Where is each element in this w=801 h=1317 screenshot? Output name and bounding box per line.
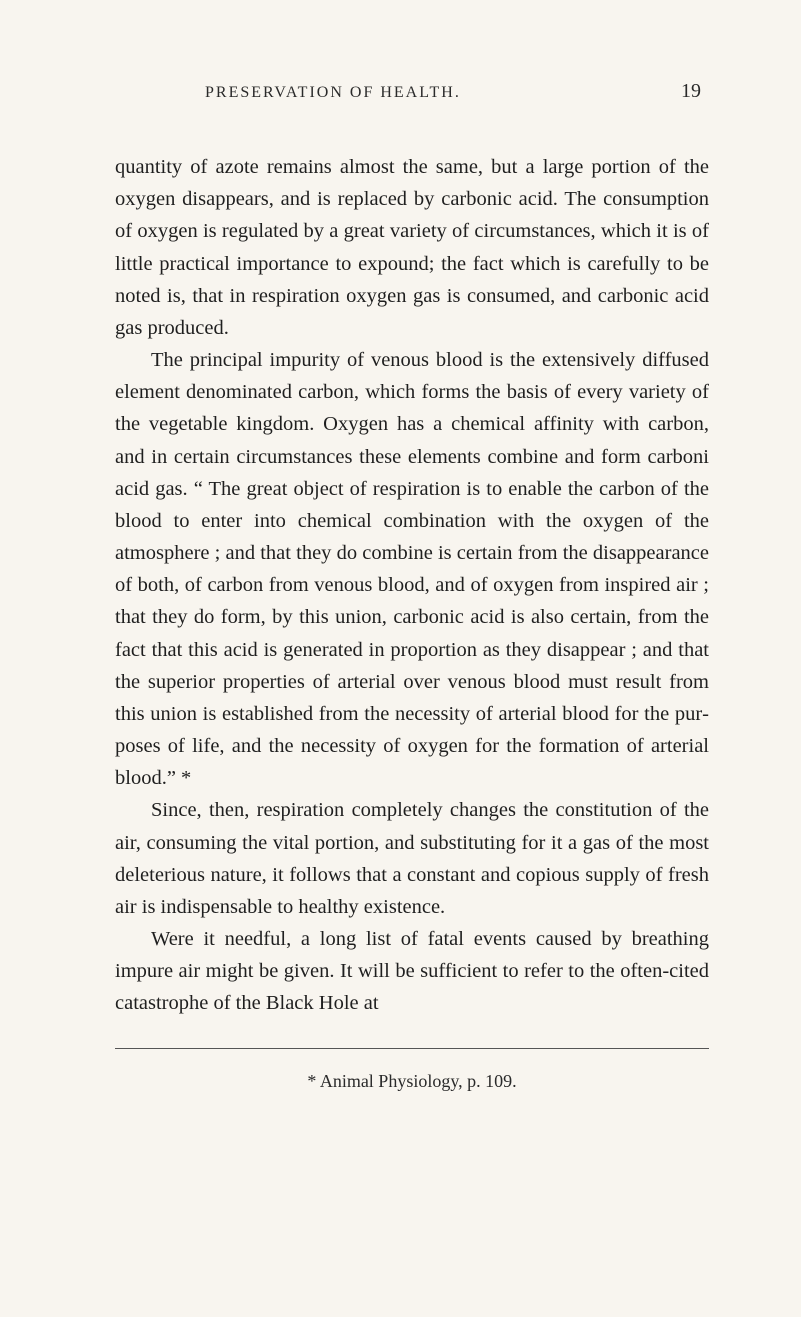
paragraph-2: The principal impurity of venous blood i… [115, 344, 709, 794]
page-header: PRESERVATION OF HEALTH. 19 [115, 80, 709, 103]
footnote-divider [115, 1048, 709, 1049]
footnote: * Animal Physiology, p. 109. [115, 1071, 709, 1092]
paragraph-4: Were it needful, a long list of fatal ev… [115, 923, 709, 1020]
paragraph-3: Since, then, respiration completely chan… [115, 794, 709, 923]
running-title: PRESERVATION OF HEALTH. [205, 84, 461, 102]
body-text: quantity of azote remains almost the sam… [115, 151, 709, 1020]
page-number: 19 [681, 80, 701, 103]
paragraph-1: quantity of azote remains almost the sam… [115, 151, 709, 344]
